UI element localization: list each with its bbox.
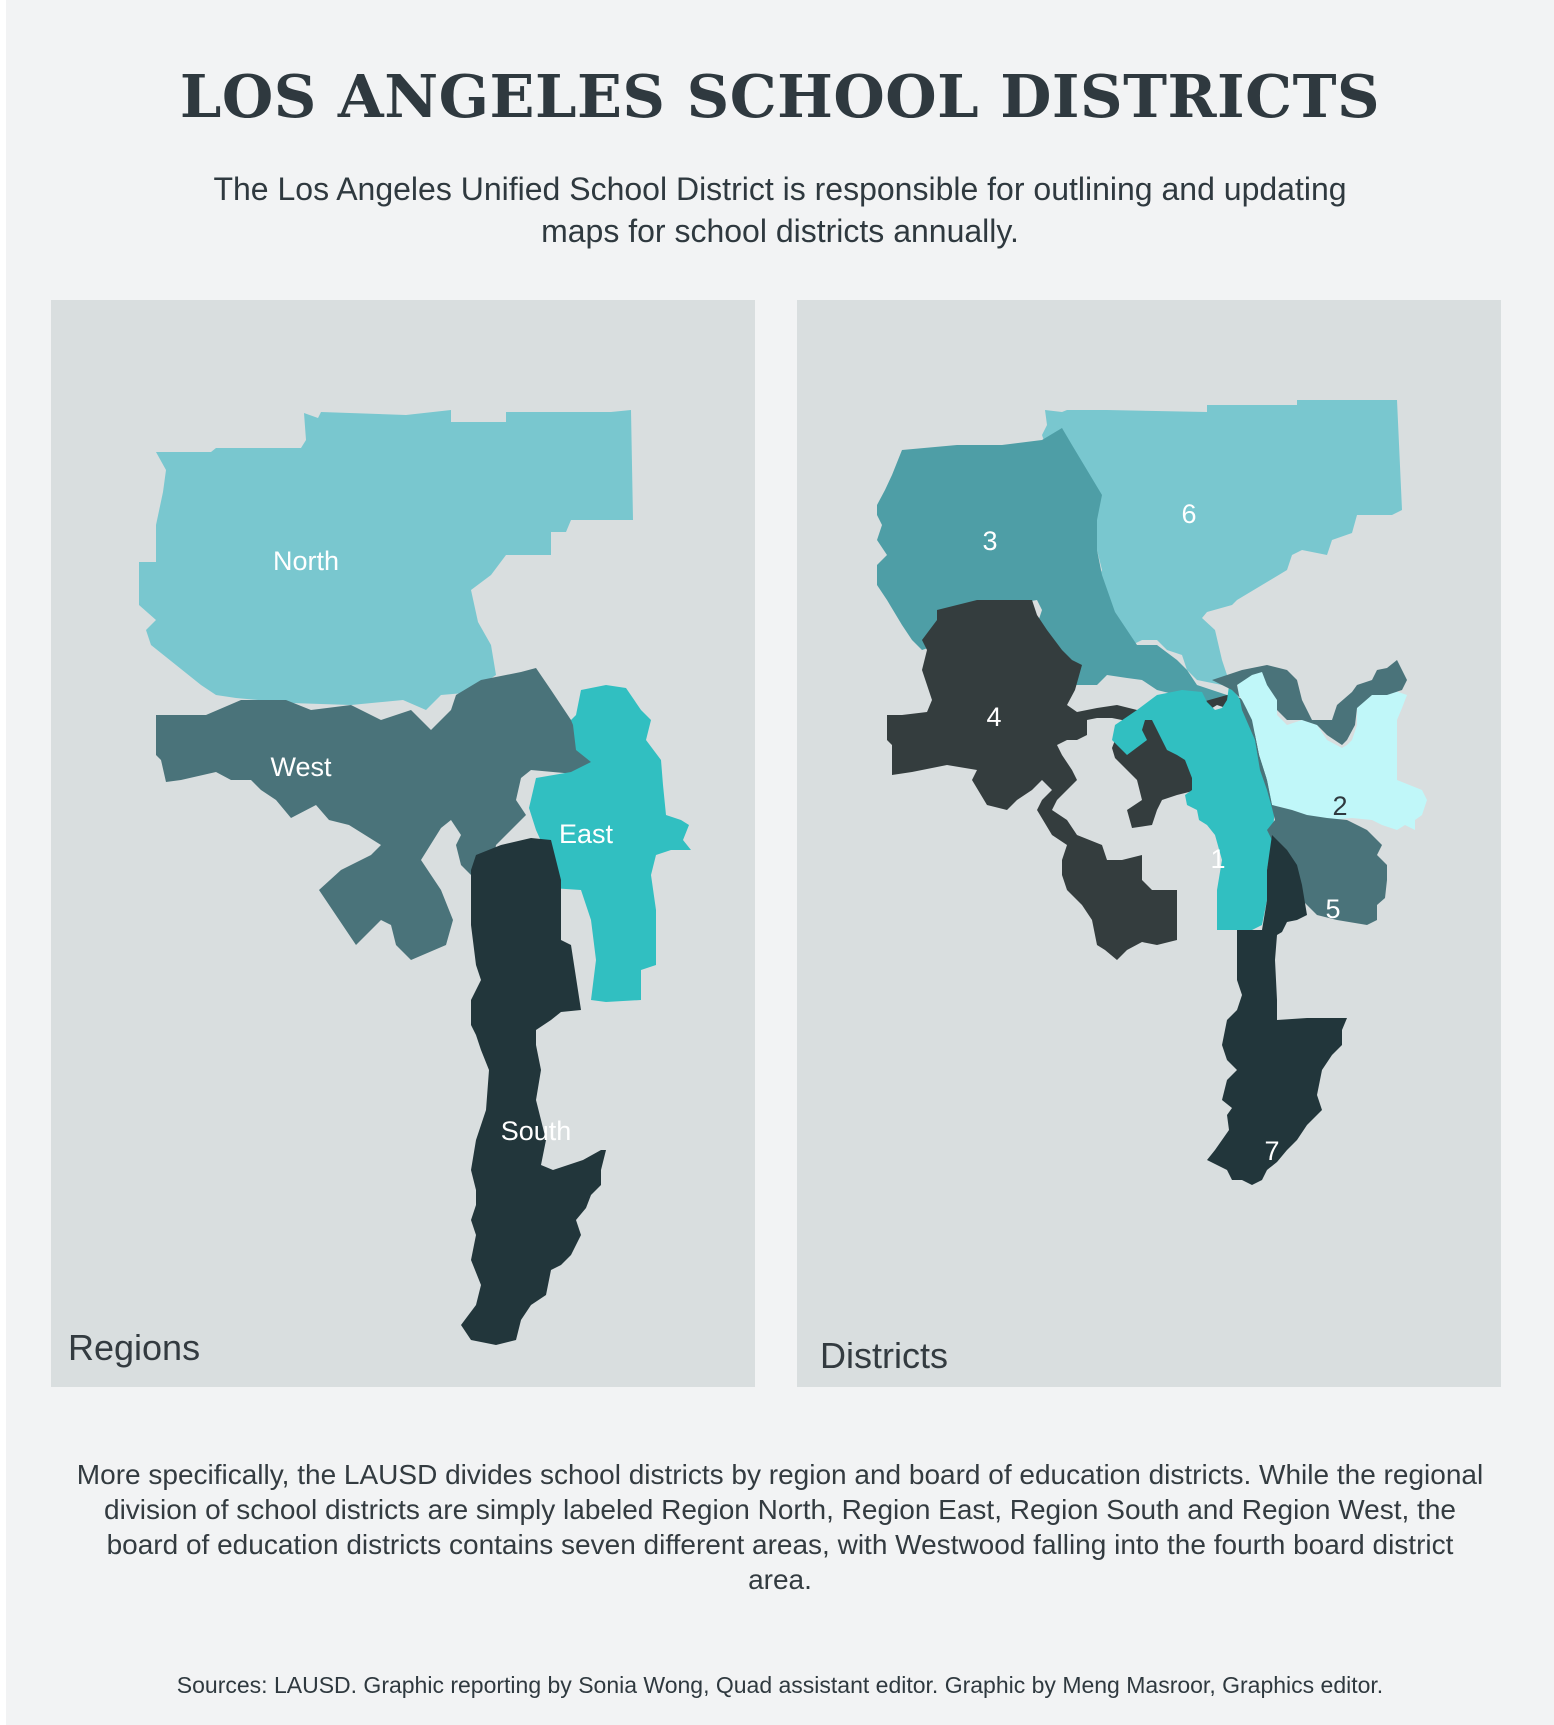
districts-map-panel: 3 6 4 2 1 5 7 Districts bbox=[797, 300, 1501, 1387]
page-title: LOS ANGELES SCHOOL DISTRICTS bbox=[179, 62, 1381, 131]
district-label-4: 4 bbox=[986, 702, 1001, 732]
infographic-page: LOS ANGELES SCHOOL DISTRICTS The Los Ang… bbox=[6, 0, 1554, 1725]
district-label-6: 6 bbox=[1181, 499, 1196, 529]
region-label-north: North bbox=[273, 546, 339, 576]
regions-map-label: Regions bbox=[68, 1327, 201, 1368]
district-1 bbox=[1112, 686, 1275, 930]
districts-map: 3 6 4 2 1 5 7 bbox=[877, 400, 1427, 1185]
district-label-5: 5 bbox=[1325, 894, 1340, 924]
district-label-3: 3 bbox=[982, 526, 997, 556]
districts-map-label: Districts bbox=[820, 1335, 948, 1376]
district-4 bbox=[887, 600, 1287, 960]
page-subtitle: The Los Angeles Unified School District … bbox=[213, 171, 1347, 249]
region-south bbox=[461, 838, 606, 1345]
district-2 bbox=[1237, 670, 1427, 830]
regions-map: North West East South bbox=[139, 410, 691, 1345]
region-north bbox=[139, 410, 633, 710]
regions-map-panel: North West East South Regions bbox=[51, 300, 755, 1387]
district-6 bbox=[1042, 400, 1402, 685]
region-label-south: South bbox=[501, 1116, 572, 1146]
description-text: More specifically, the LAUSD divides sch… bbox=[76, 1459, 1484, 1595]
district-label-2: 2 bbox=[1332, 791, 1347, 821]
sources-credit: Sources: LAUSD. Graphic reporting by Son… bbox=[176, 1672, 1384, 1698]
region-label-west: West bbox=[270, 752, 332, 782]
district-7 bbox=[1207, 835, 1347, 1185]
district-label-1: 1 bbox=[1210, 844, 1225, 874]
district-3 bbox=[877, 428, 1227, 705]
district-label-7: 7 bbox=[1264, 1136, 1279, 1166]
region-label-east: East bbox=[559, 819, 614, 849]
district-5 bbox=[1212, 660, 1407, 925]
region-east bbox=[529, 685, 691, 1002]
region-west bbox=[156, 668, 616, 960]
